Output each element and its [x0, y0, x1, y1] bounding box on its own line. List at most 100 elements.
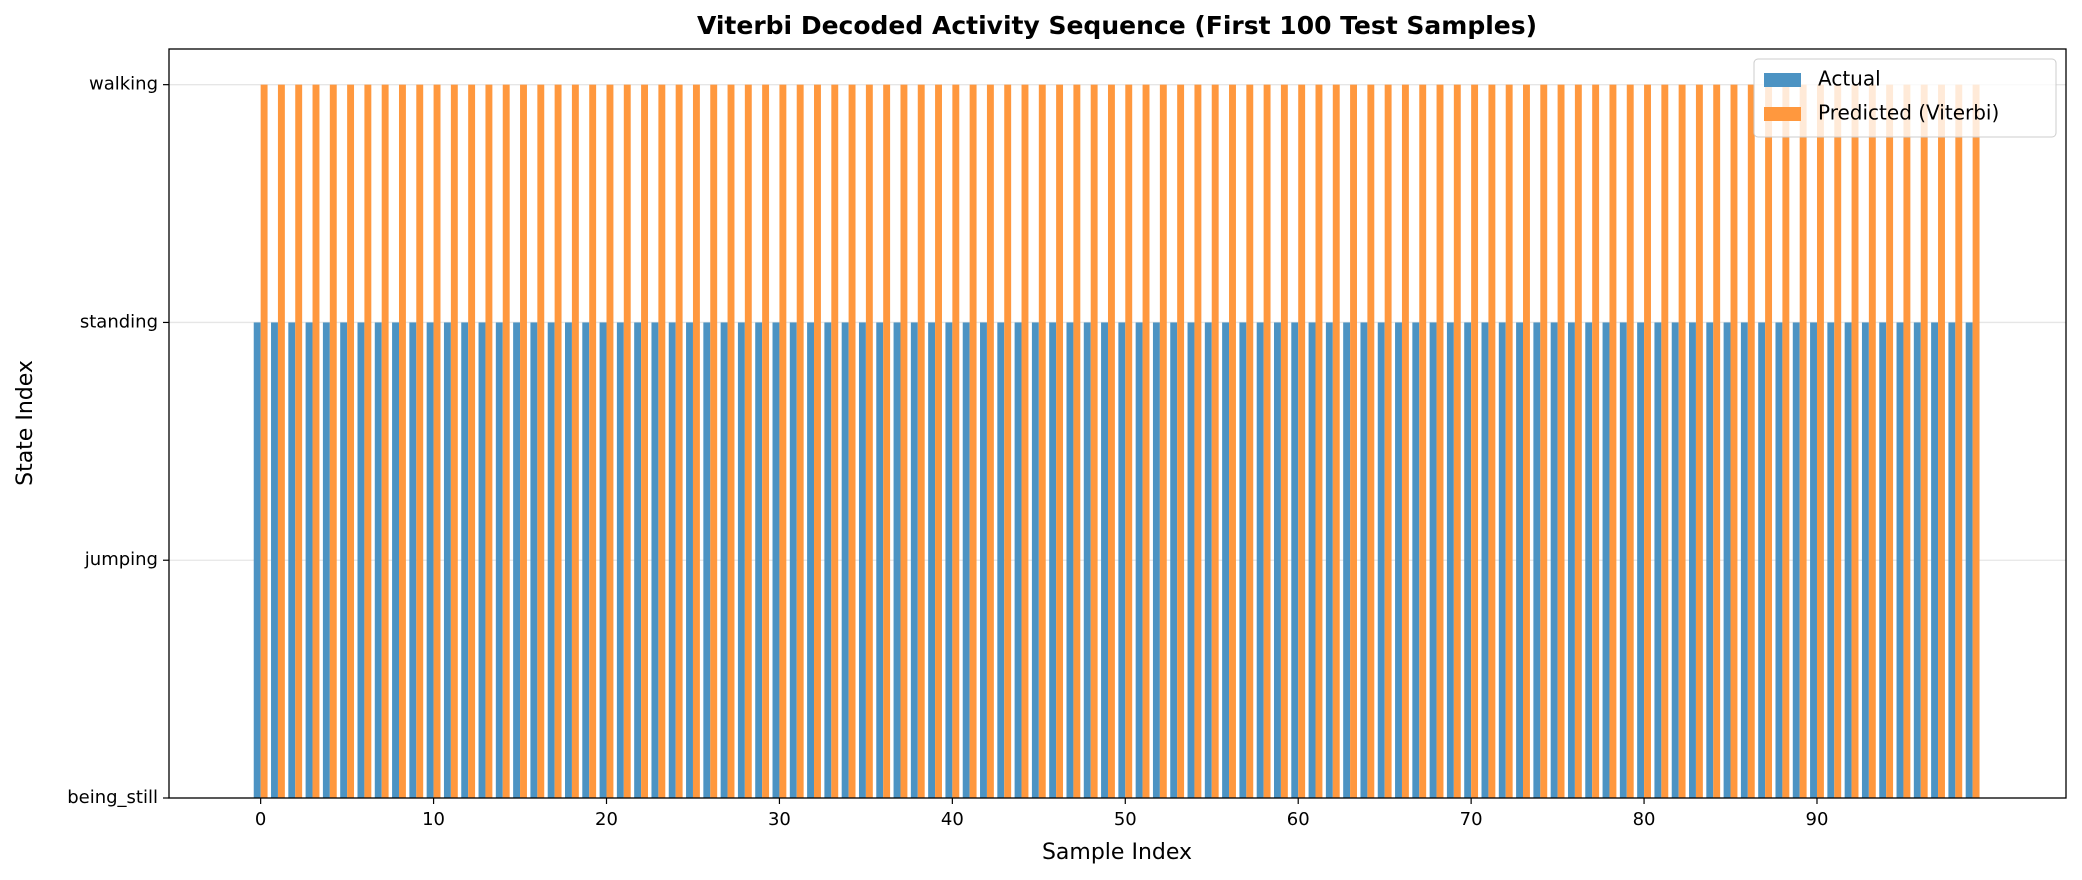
bar	[755, 322, 763, 798]
bar	[520, 84, 527, 798]
bar	[1799, 84, 1807, 798]
bar	[1204, 322, 1212, 798]
x-tick-label: 40	[941, 809, 964, 830]
bar	[606, 84, 614, 798]
bar	[329, 84, 337, 798]
bar	[883, 84, 891, 798]
bar	[1395, 322, 1402, 798]
y-axis-label: State Index	[13, 360, 38, 486]
bar	[1574, 84, 1582, 798]
bar	[409, 322, 417, 798]
bar	[416, 84, 424, 798]
bar	[1481, 322, 1489, 798]
bar	[1955, 84, 1963, 798]
legend-swatch	[1764, 107, 1801, 121]
bar	[271, 322, 278, 798]
bar	[623, 84, 631, 798]
bar	[1695, 84, 1703, 798]
bar	[340, 322, 348, 798]
bar	[910, 322, 918, 798]
bar	[1384, 84, 1392, 798]
bar	[1896, 322, 1904, 798]
bar	[737, 322, 745, 798]
bar	[1083, 322, 1091, 798]
bar	[1861, 322, 1869, 798]
bar	[692, 84, 700, 798]
bar	[1765, 84, 1773, 798]
bar	[1609, 84, 1617, 798]
bar	[1689, 322, 1696, 798]
bar	[1810, 322, 1817, 798]
bar	[589, 84, 597, 798]
bar	[1931, 322, 1939, 798]
bar	[1377, 322, 1385, 798]
legend-label: Predicted (Viterbi)	[1818, 101, 1999, 125]
bar	[288, 322, 296, 798]
bar	[1948, 322, 1956, 798]
legend-label: Actual	[1818, 67, 1881, 91]
bar	[1723, 322, 1731, 798]
bar	[1142, 84, 1150, 798]
bar	[675, 84, 683, 798]
bar	[1350, 84, 1358, 798]
bar	[1706, 322, 1714, 798]
bar	[1464, 322, 1472, 798]
bar	[1107, 84, 1115, 798]
bar	[969, 84, 977, 798]
bar	[547, 322, 555, 798]
bar	[1021, 84, 1029, 798]
bar	[962, 322, 970, 798]
bar	[322, 322, 330, 798]
bar	[865, 84, 873, 798]
bar	[789, 322, 797, 798]
bar	[1585, 322, 1593, 798]
bar	[1066, 322, 1074, 798]
bar	[1090, 84, 1098, 798]
bar	[1879, 322, 1887, 798]
bar	[1523, 84, 1530, 798]
bar	[1073, 84, 1081, 798]
bar	[1713, 84, 1721, 798]
bar	[305, 322, 313, 798]
bar	[537, 84, 545, 798]
bar	[997, 322, 1005, 798]
y-tick-label: standing	[80, 311, 158, 332]
bar	[485, 84, 493, 798]
bar	[1152, 322, 1160, 798]
bar	[1678, 84, 1686, 798]
bar	[616, 322, 624, 798]
bar	[571, 84, 579, 798]
bar	[1453, 84, 1461, 798]
bar	[1740, 322, 1748, 798]
bar	[1868, 84, 1876, 798]
bar	[461, 322, 469, 798]
bar	[398, 84, 406, 798]
bar	[1557, 84, 1565, 798]
bar	[364, 84, 372, 798]
bar	[658, 84, 666, 798]
bar	[1298, 84, 1306, 798]
bar	[917, 84, 925, 798]
bar	[1273, 322, 1281, 798]
bar	[1654, 322, 1662, 798]
bar	[1965, 322, 1973, 798]
bar	[1118, 322, 1126, 798]
bar	[1619, 322, 1627, 798]
bar	[1291, 322, 1299, 798]
bar	[1816, 84, 1824, 798]
bar	[478, 322, 486, 798]
bar	[443, 322, 451, 798]
bar	[1125, 84, 1133, 798]
bar	[1505, 84, 1513, 798]
x-tick-label: 80	[1633, 809, 1656, 830]
bar	[1049, 322, 1057, 798]
bar	[1903, 84, 1911, 798]
bar	[565, 322, 572, 798]
bar	[450, 84, 458, 798]
x-tick-label: 20	[595, 809, 618, 830]
bar	[744, 84, 752, 798]
bar	[980, 322, 987, 798]
bar	[772, 322, 780, 798]
bar	[1792, 322, 1800, 798]
bar	[1913, 322, 1921, 798]
